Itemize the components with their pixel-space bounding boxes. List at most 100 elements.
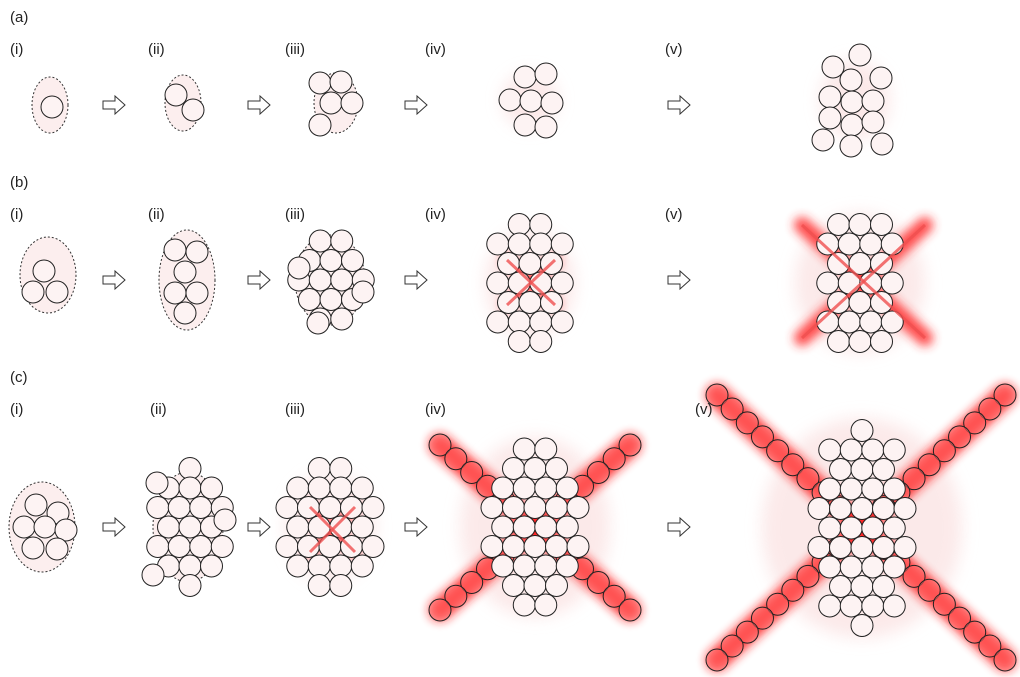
cell [882,594,906,618]
cell [861,438,885,462]
cell [807,536,831,559]
cell [750,606,774,630]
cell [146,496,170,519]
stage-label: (i) [10,401,23,418]
cell [893,497,917,520]
cell [330,307,354,331]
cell [618,433,642,457]
boundary [31,76,69,134]
cell [361,535,385,558]
cell [275,535,299,558]
stage-label: (v) [665,206,683,223]
cell [902,467,926,491]
cell [545,457,568,480]
cell [872,536,895,559]
cell [318,496,342,519]
cell [550,310,574,334]
cell [518,252,542,275]
cell [200,476,223,500]
cell [839,68,863,92]
cell [319,288,343,311]
cell [829,458,852,481]
cell [460,571,484,594]
cell [308,113,332,137]
cell [839,477,863,501]
cell [978,397,1002,421]
boundary [19,236,77,314]
cell [870,291,893,314]
cell [329,457,353,480]
cell [781,578,805,602]
cell [829,536,852,559]
cell [329,554,353,578]
cell [872,575,895,598]
cell [163,238,187,262]
cell [502,535,525,558]
cell [545,535,568,558]
cell [566,496,590,519]
cell [839,594,863,618]
cell [361,496,385,519]
cell [529,310,553,334]
cell [200,554,223,578]
stage-label: (v) [665,41,683,58]
cell [861,594,885,618]
cell [750,425,774,449]
cell [502,574,525,597]
cell [507,330,531,353]
cell [189,496,213,519]
cell [602,447,626,471]
cell [902,564,926,588]
stage-label: (iv) [425,206,446,223]
arrow [404,269,428,291]
cell [861,555,885,579]
cell [145,471,169,495]
cell [523,496,547,519]
cell [21,536,45,560]
cell [45,280,69,304]
cell [882,438,906,462]
cell [460,461,484,484]
cell [566,535,590,558]
cell [486,271,510,295]
cell [486,232,510,256]
cell [351,280,375,304]
cell [882,555,906,579]
cell [534,62,558,86]
cell [880,232,904,256]
cell [507,213,531,236]
cell [185,240,209,264]
cell [275,496,299,519]
cell [428,433,452,457]
cell [54,518,78,542]
cell [545,496,568,519]
cell [173,301,197,325]
cell [602,584,626,608]
cell [540,91,564,115]
cell [512,515,536,539]
stage-label: (iii) [285,41,305,58]
cell [307,457,331,480]
arrow [667,94,691,116]
stage-label: (i) [10,206,23,223]
cell [350,476,374,500]
cell [848,43,872,67]
cell [705,648,729,672]
cell [735,620,759,644]
arrow [667,516,691,538]
cell [861,89,885,113]
cell [796,467,820,491]
cell [298,288,321,311]
cell [486,310,510,334]
cell [893,536,917,559]
cell [513,113,537,137]
cell [550,271,574,295]
cell [189,535,213,558]
cell [21,280,45,304]
cell [350,554,374,578]
cell [870,330,893,353]
cell [529,232,553,256]
cell [859,310,883,334]
cell [840,113,864,137]
